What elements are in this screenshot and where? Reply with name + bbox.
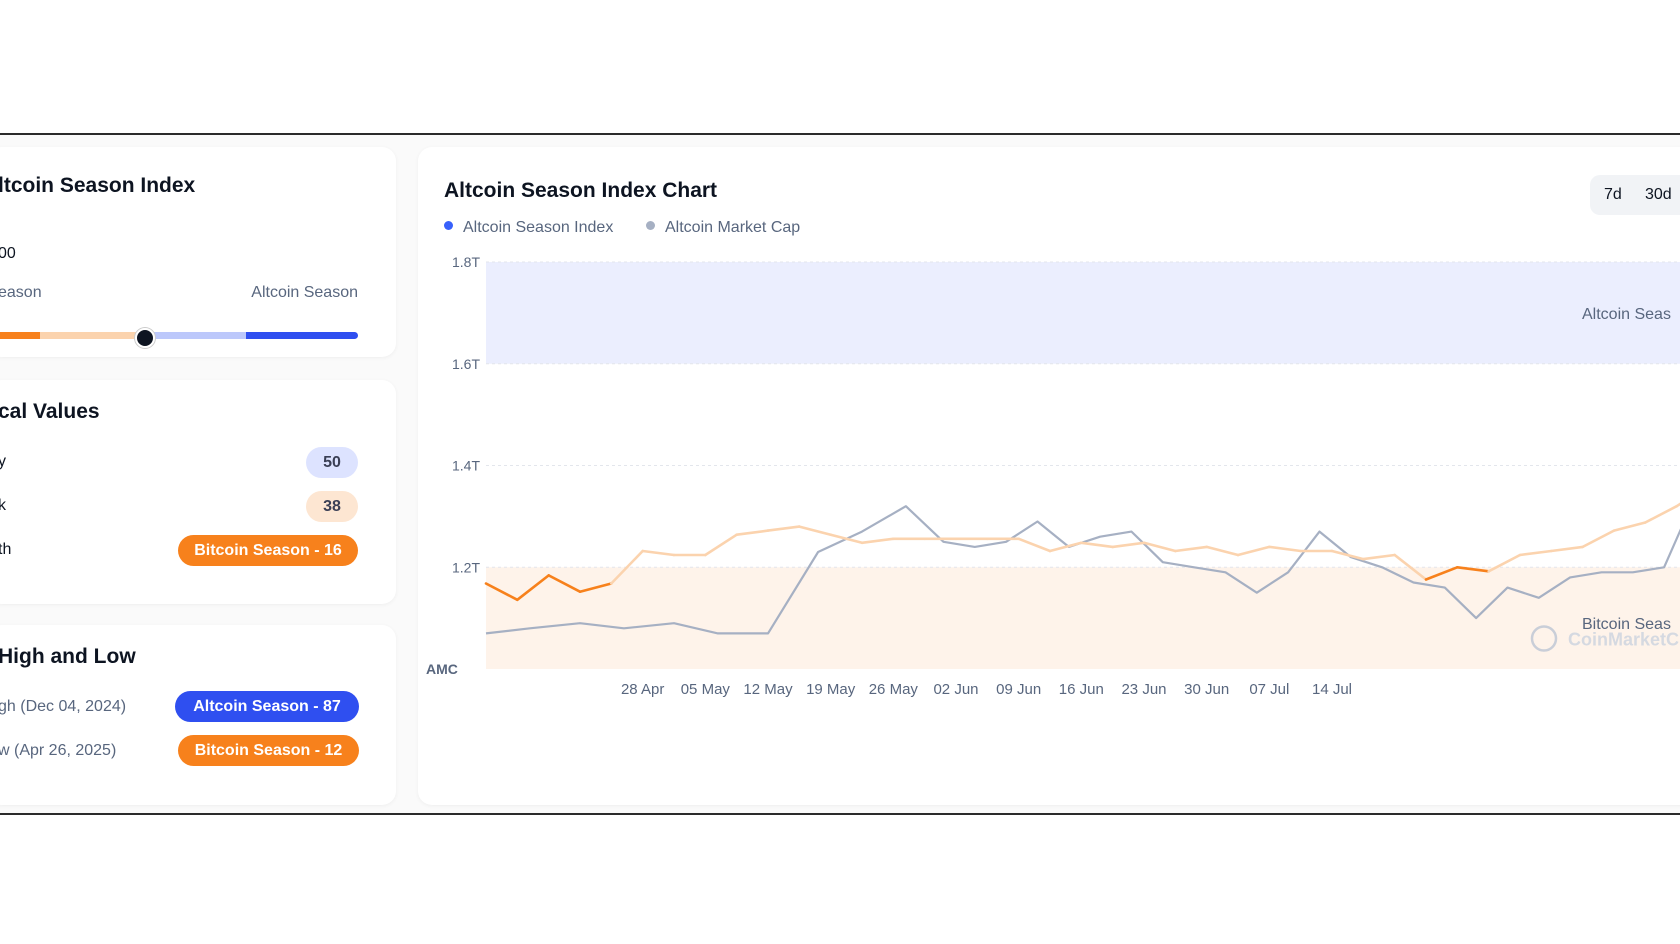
series-segment-index[interactable] <box>547 574 582 594</box>
series-segment-index[interactable] <box>641 549 676 557</box>
gauge-bitcoin-strong <box>0 332 40 339</box>
x-tick-label: 07 Jul <box>1249 681 1289 698</box>
coinmarketcap-logo-icon <box>1530 625 1558 652</box>
series-segment-index[interactable] <box>1518 549 1553 557</box>
series-segment-index[interactable] <box>1048 541 1083 553</box>
series-segment-index[interactable] <box>797 525 833 537</box>
yearly-low-badge: Bitcoin Season - 12 <box>178 735 359 766</box>
history-row-label: y <box>0 453 6 471</box>
series-line-market-cap[interactable] <box>485 445 1680 635</box>
gauge-indicator <box>135 328 155 348</box>
series-segment-index[interactable] <box>578 582 613 594</box>
x-axis-ticks: 28 Apr 05 May 12 May 19 May 26 May 02 Jun 09 J… <box>621 681 1352 698</box>
chart-card: Altcoin Season Index Chart Altcoin Seaso… <box>418 147 1680 805</box>
altcoin-season-band-label: Altcoin Seas <box>1582 306 1671 323</box>
series-segment-index[interactable] <box>860 537 895 545</box>
legend-label-index: Altcoin Season Index <box>463 219 614 236</box>
legend-dot-index <box>444 221 453 231</box>
series-segment-index[interactable] <box>1581 529 1616 549</box>
series-segment-index[interactable] <box>1142 541 1177 553</box>
gauge-bitcoin-light <box>40 332 143 339</box>
x-tick-label: 14 Jul <box>1312 681 1352 698</box>
yearly-high-label: gh (Dec 04, 2024) <box>0 698 127 715</box>
legend-item-marketcap[interactable]: Altcoin Market Cap <box>646 219 800 237</box>
screenshot-frame: ltcoin Season Index 00 eason Altcoin Sea… <box>0 133 1680 815</box>
series-segment-index[interactable] <box>516 574 550 602</box>
series-segment-index[interactable] <box>1111 541 1146 549</box>
x-tick-label: 23 Jun <box>1121 681 1166 698</box>
legend-dot-marketcap <box>646 221 655 231</box>
series-segment-index[interactable] <box>1424 565 1459 581</box>
range-selector: 7d 30d <box>1590 175 1680 215</box>
bitcoin-season-label: eason <box>0 284 42 301</box>
series-segment-index[interactable] <box>1487 553 1522 573</box>
x-tick-label: 09 Jun <box>996 681 1041 698</box>
historical-values-card: cal Values y 50 k 38 th Bitcoin Season -… <box>0 380 396 604</box>
amc-axis-label: AMC <box>426 661 458 677</box>
history-value-badge: Bitcoin Season - 16 <box>178 535 358 566</box>
series-segment-index[interactable] <box>1456 565 1490 573</box>
series-segment-index[interactable] <box>1079 541 1115 549</box>
series-segment-index[interactable] <box>766 525 801 532</box>
range-30d-button[interactable]: 30d <box>1645 186 1672 203</box>
series-segment-index[interactable] <box>1393 553 1428 581</box>
altcoin-season-label: Altcoin Season <box>251 284 358 301</box>
season-index-card: ltcoin Season Index 00 eason Altcoin Sea… <box>0 147 396 357</box>
y-tick-label: 1.6T <box>452 356 480 372</box>
history-value-badge: 38 <box>306 491 358 522</box>
high-low-title: High and Low <box>0 645 136 668</box>
series-segment-index[interactable] <box>1173 545 1209 553</box>
historical-title: cal Values <box>0 400 100 423</box>
series-segment-index[interactable] <box>703 533 739 557</box>
series-layer <box>484 445 1680 635</box>
yearly-high-badge: Altcoin Season - 87 <box>175 691 359 722</box>
history-row-label: th <box>0 541 12 558</box>
x-tick-label: 28 Apr <box>621 681 664 698</box>
series-segment-index[interactable] <box>1361 553 1397 561</box>
watermark-text: CoinMarketC <box>1568 629 1679 649</box>
y-axis-ticks: 1.8T 1.6T 1.4T 1.2T <box>452 254 480 575</box>
gauge-altcoin-strong <box>246 332 358 339</box>
series-segment-index[interactable] <box>1205 545 1240 557</box>
series-segment-index[interactable] <box>829 533 864 545</box>
x-tick-label: 05 May <box>681 681 731 698</box>
x-tick-label: 26 May <box>869 681 919 698</box>
altcoin-season-band <box>486 262 1680 364</box>
series-segment-index[interactable] <box>1330 549 1365 561</box>
series-segment-index[interactable] <box>735 529 770 537</box>
series-segment-index[interactable] <box>1267 545 1303 553</box>
range-7d-button[interactable]: 7d <box>1604 186 1622 203</box>
series-segment-index[interactable] <box>610 549 644 585</box>
coinmarketcap-watermark: CoinMarketC <box>1530 625 1679 652</box>
x-tick-label: 30 Jun <box>1184 681 1229 698</box>
chart-title: Altcoin Season Index Chart <box>444 179 718 202</box>
y-tick-label: 1.8T <box>452 254 480 270</box>
x-tick-label: 12 May <box>743 681 793 698</box>
series-segment-index[interactable] <box>1236 545 1271 557</box>
series-segment-index[interactable] <box>1017 537 1052 553</box>
bitcoin-season-band <box>486 567 1680 669</box>
x-tick-label: 16 Jun <box>1059 681 1104 698</box>
y-tick-label: 1.4T <box>452 458 480 474</box>
series-segment-index[interactable] <box>1612 521 1647 532</box>
high-low-card: High and Low gh (Dec 04, 2024) Altcoin S… <box>0 625 396 805</box>
chart-plot[interactable]: 1.8T 1.6T 1.4T 1.2T 28 Apr 05 May 12 May 19 Ma… <box>418 227 1680 815</box>
history-row-label: k <box>0 497 6 515</box>
legend-label-marketcap: Altcoin Market Cap <box>665 219 801 236</box>
index-score: 00 <box>0 245 16 262</box>
x-tick-label: 02 Jun <box>933 681 978 698</box>
bitcoin-season-band-label: Bitcoin Seas <box>1582 616 1671 633</box>
yearly-low-label: w (Apr 26, 2025) <box>0 742 117 759</box>
series-segment-index[interactable] <box>1644 504 1678 524</box>
gauge-altcoin-light <box>153 332 246 339</box>
series-segment-index[interactable] <box>484 582 519 602</box>
y-tick-label: 1.2T <box>452 559 480 575</box>
history-value-badge: 50 <box>306 447 358 478</box>
index-card-title: ltcoin Season Index <box>0 174 196 197</box>
legend-item-index[interactable]: Altcoin Season Index <box>444 219 613 237</box>
series-segment-index[interactable] <box>1550 545 1584 553</box>
x-tick-label: 19 May <box>806 681 856 698</box>
